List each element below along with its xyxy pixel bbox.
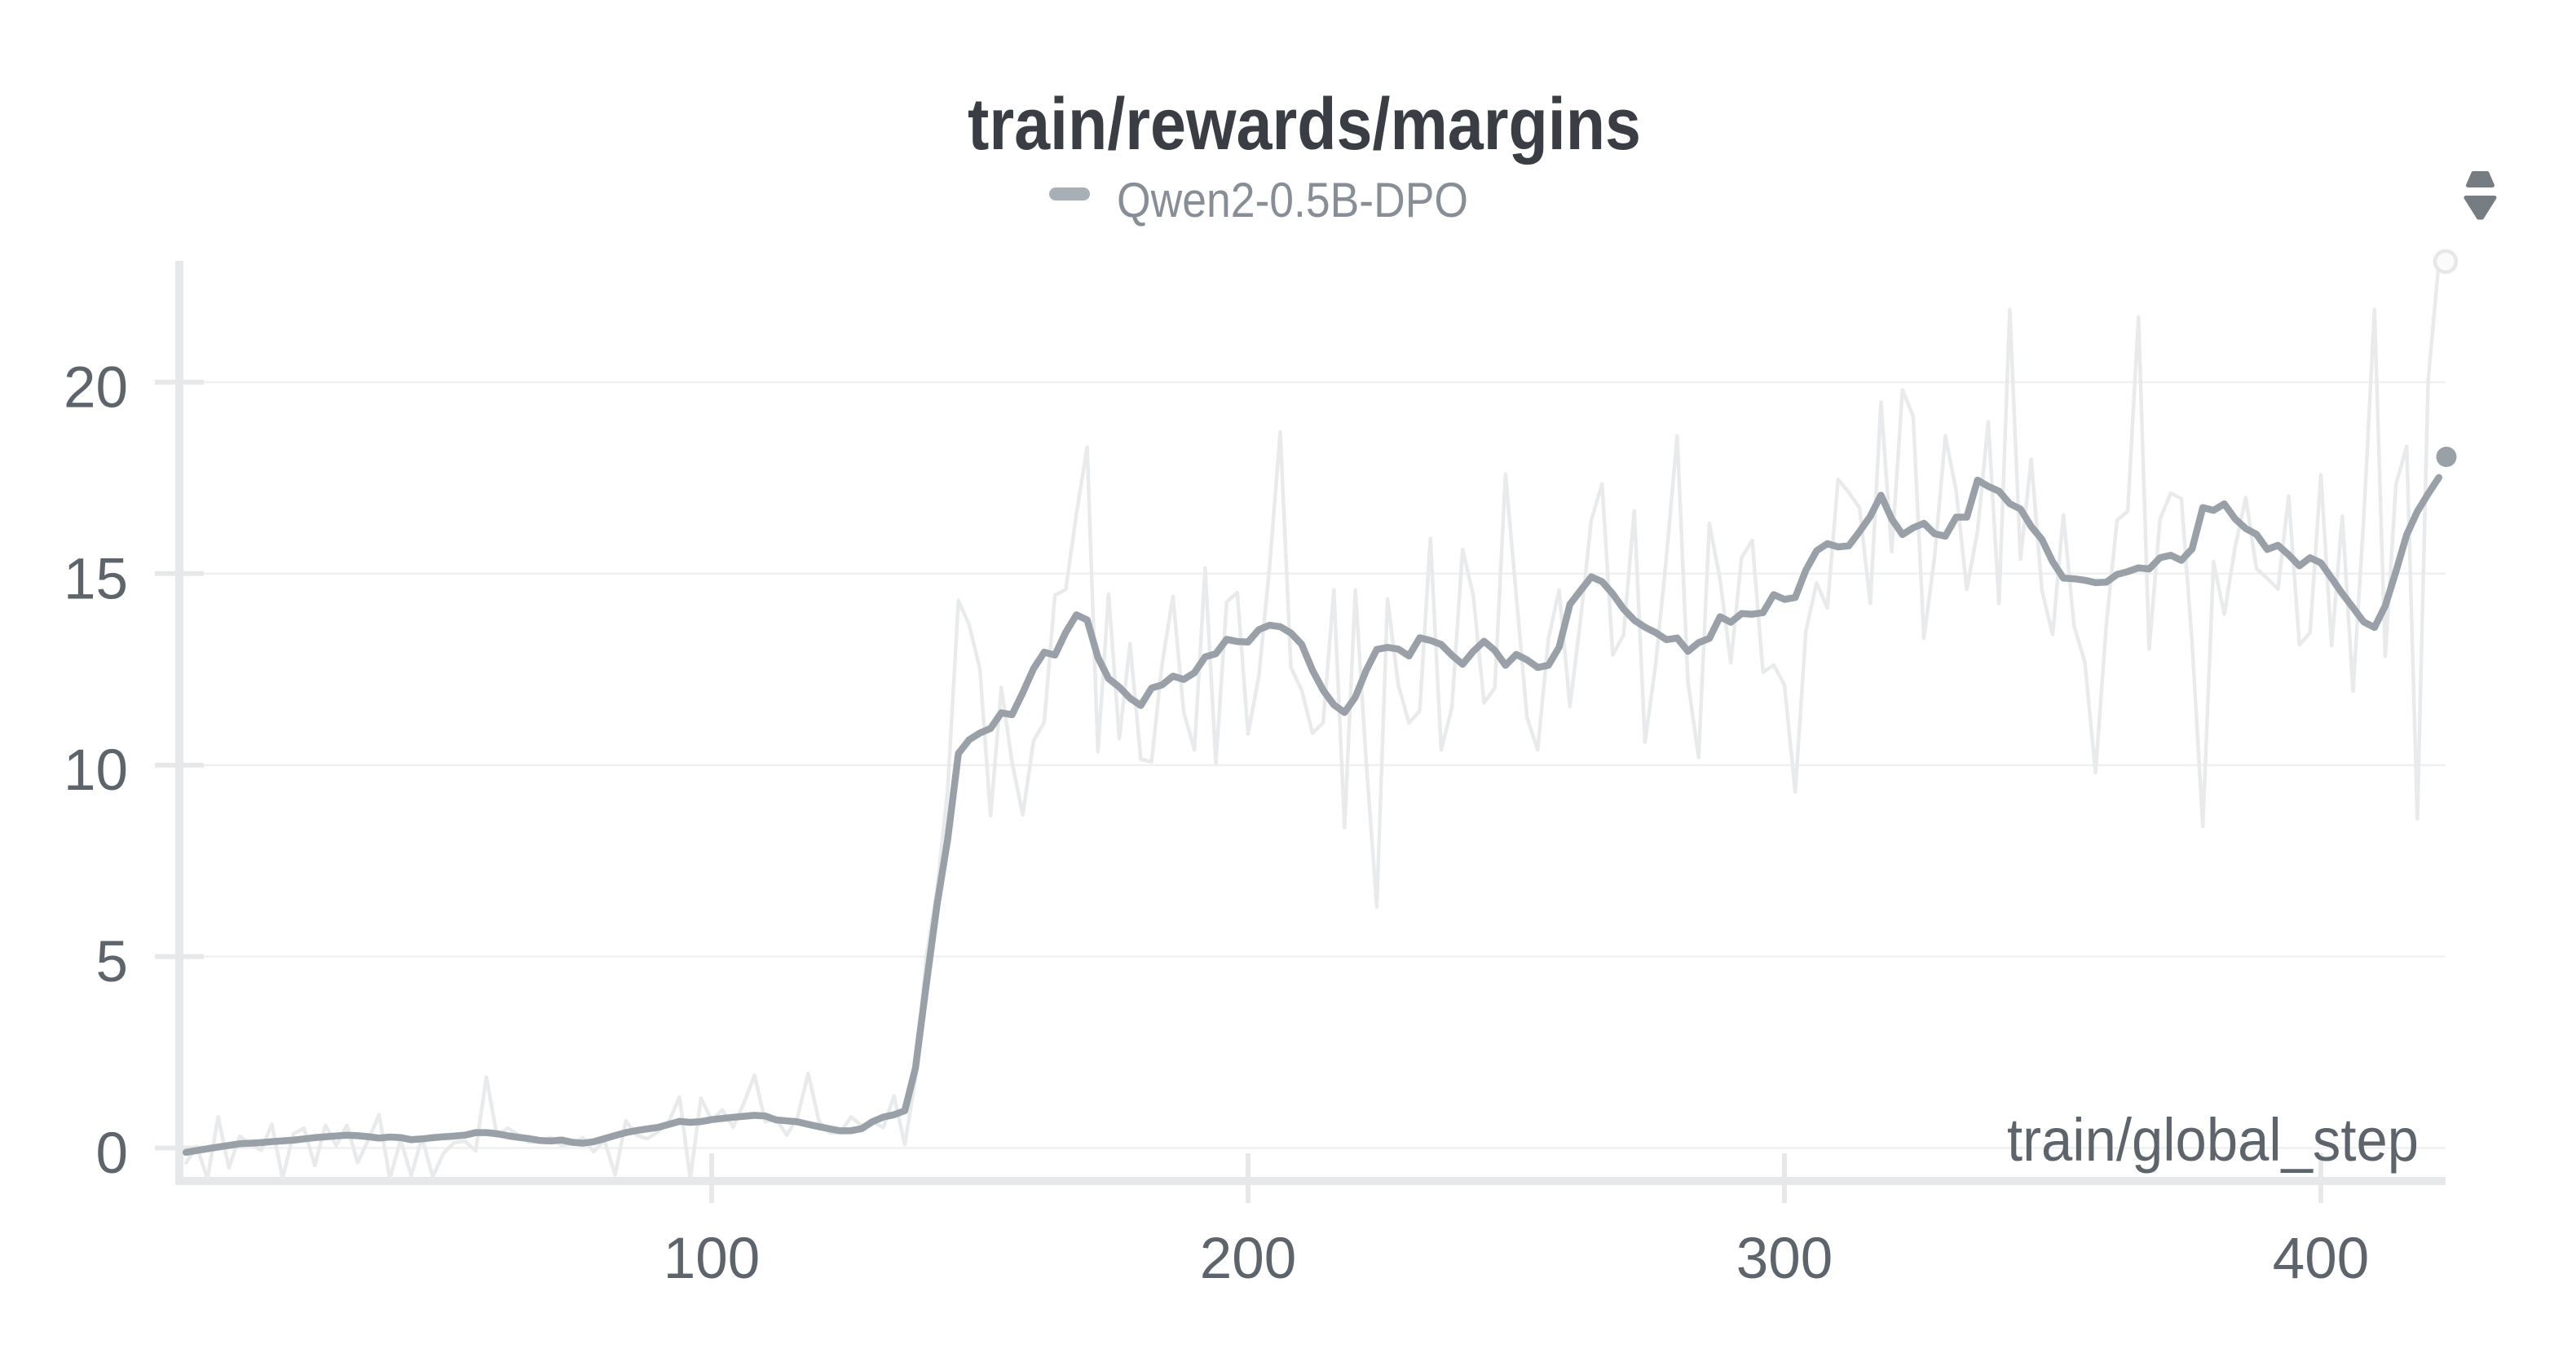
svg-text:400: 400 (2273, 1227, 2369, 1291)
svg-text:train/rewards/margins: train/rewards/margins (968, 84, 1641, 165)
svg-text:Qwen2-0.5B-DPO: Qwen2-0.5B-DPO (1117, 173, 1468, 227)
svg-text:200: 200 (1200, 1227, 1296, 1291)
svg-text:100: 100 (664, 1227, 760, 1291)
svg-text:300: 300 (1736, 1227, 1833, 1291)
svg-text:5: 5 (96, 930, 129, 994)
svg-text:20: 20 (64, 355, 128, 420)
svg-text:10: 10 (64, 738, 128, 803)
svg-text:15: 15 (64, 547, 128, 611)
svg-text:0: 0 (96, 1122, 129, 1186)
svg-text:train/global_step: train/global_step (2007, 1106, 2419, 1174)
